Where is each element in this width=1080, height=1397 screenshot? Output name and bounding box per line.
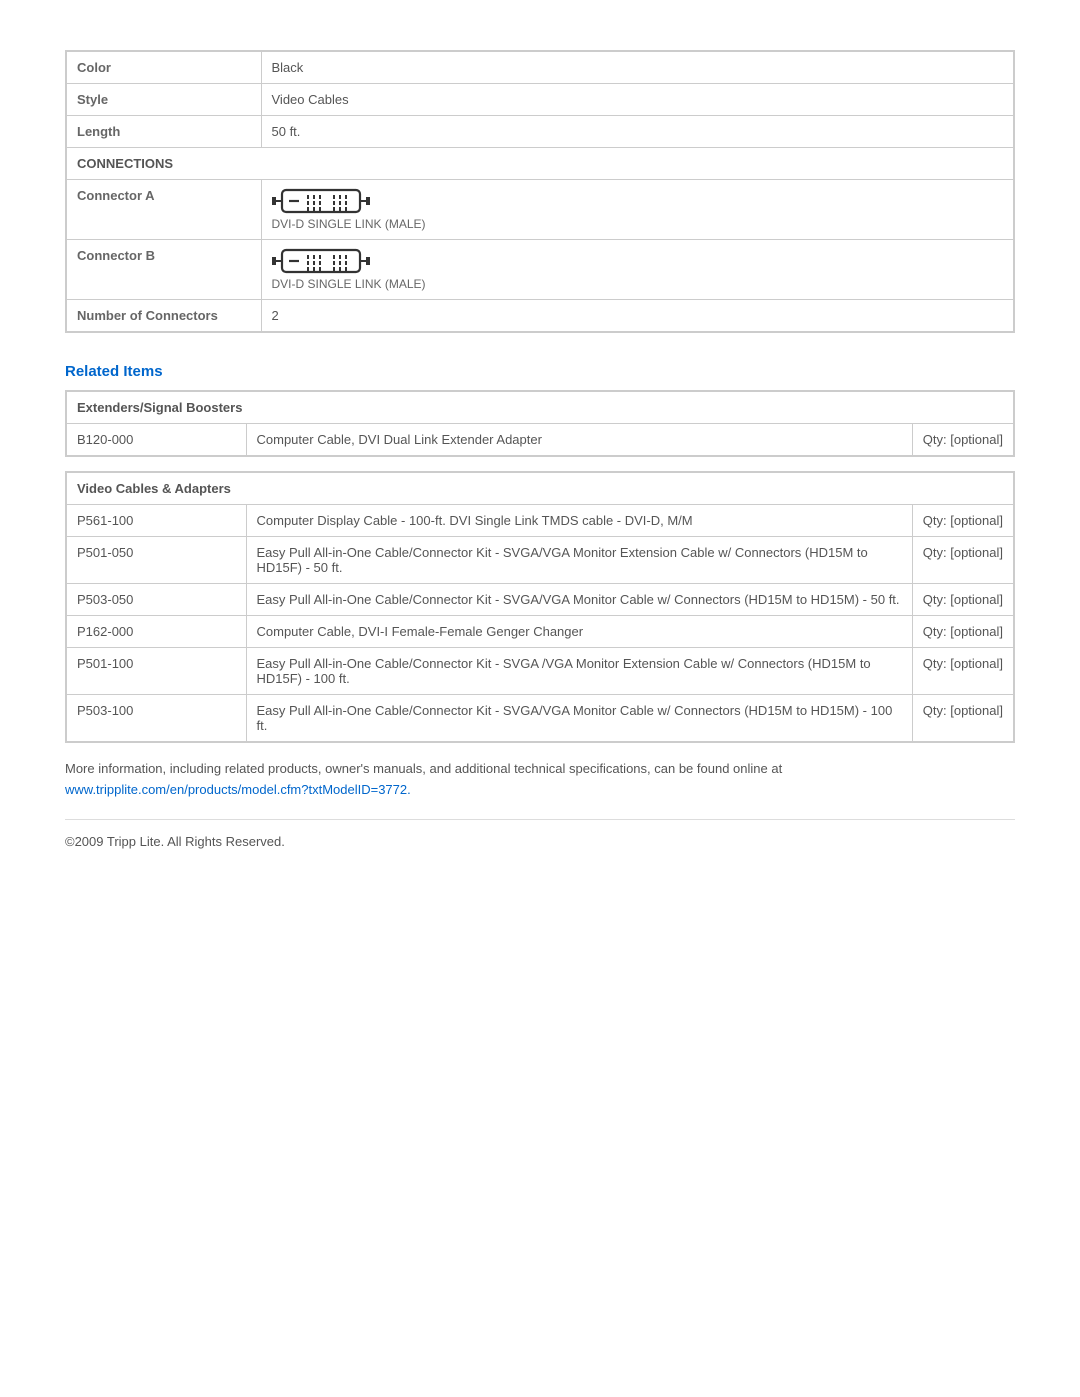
spec-row: Color Black — [66, 51, 1014, 84]
spec-row: Style Video Cables — [66, 84, 1014, 116]
related-item-qty: Qty: [optional] — [912, 695, 1014, 743]
related-group-title: Video Cables & Adapters — [66, 472, 1014, 505]
related-item-row: P501-100 Easy Pull All-in-One Cable/Conn… — [66, 648, 1014, 695]
related-item-sku: P561-100 — [66, 505, 246, 537]
related-item-row: P501-050 Easy Pull All-in-One Cable/Conn… — [66, 537, 1014, 584]
related-item-qty: Qty: [optional] — [912, 505, 1014, 537]
specs-table: Color BlackStyle Video CablesLength 50 f… — [65, 50, 1015, 333]
related-item-desc: Easy Pull All-in-One Cable/Connector Kit… — [246, 648, 912, 695]
related-group-table: Video Cables & AdaptersP561-100 Computer… — [65, 471, 1015, 743]
copyright-text: ©2009 Tripp Lite. All Rights Reserved. — [65, 834, 1015, 849]
related-item-sku: P501-050 — [66, 537, 246, 584]
related-item-sku: P503-050 — [66, 584, 246, 616]
footer-divider — [65, 819, 1015, 820]
spec-label: Length — [66, 116, 261, 148]
spec-label: Color — [66, 51, 261, 84]
related-item-desc: Easy Pull All-in-One Cable/Connector Kit… — [246, 584, 912, 616]
spec-value: Black — [261, 51, 1014, 84]
related-item-sku: P501-100 — [66, 648, 246, 695]
related-item-row: B120-000 Computer Cable, DVI Dual Link E… — [66, 424, 1014, 457]
more-info-text: More information, including related prod… — [65, 761, 1015, 776]
spec-value: Video Cables — [261, 84, 1014, 116]
spec-value: 50 ft. — [261, 116, 1014, 148]
connector-b-value: DVI-D SINGLE LINK (MALE) — [261, 240, 1014, 300]
related-item-sku: P503-100 — [66, 695, 246, 743]
more-info-link[interactable]: www.tripplite.com/en/products/model.cfm?… — [65, 782, 411, 797]
num-connectors-row: Number of Connectors 2 — [66, 300, 1014, 333]
connector-b-label: Connector B — [66, 240, 261, 300]
related-item-qty: Qty: [optional] — [912, 648, 1014, 695]
related-item-qty: Qty: [optional] — [912, 537, 1014, 584]
num-connectors-value: 2 — [261, 300, 1014, 333]
connector-a-row: Connector A DVI-D SINGLE LINK (MALE) — [66, 180, 1014, 240]
related-item-desc: Computer Display Cable - 100-ft. DVI Sin… — [246, 505, 912, 537]
related-item-row: P162-000 Computer Cable, DVI-I Female-Fe… — [66, 616, 1014, 648]
related-item-qty: Qty: [optional] — [912, 584, 1014, 616]
related-item-desc: Easy Pull All-in-One Cable/Connector Kit… — [246, 695, 912, 743]
related-group-title: Extenders/Signal Boosters — [66, 391, 1014, 424]
connections-header: CONNECTIONS — [66, 148, 1014, 180]
related-item-row: P561-100 Computer Display Cable - 100-ft… — [66, 505, 1014, 537]
related-items-heading: Related Items — [65, 363, 1015, 380]
dvi-connector-icon — [272, 248, 370, 274]
related-group-header-row: Video Cables & Adapters — [66, 472, 1014, 505]
related-item-row: P503-100 Easy Pull All-in-One Cable/Conn… — [66, 695, 1014, 743]
related-group-table: Extenders/Signal BoostersB120-000 Comput… — [65, 390, 1015, 457]
connector-a-caption: DVI-D SINGLE LINK (MALE) — [272, 217, 426, 231]
related-group-header-row: Extenders/Signal Boosters — [66, 391, 1014, 424]
spec-row: Length 50 ft. — [66, 116, 1014, 148]
related-item-desc: Computer Cable, DVI-I Female-Female Geng… — [246, 616, 912, 648]
related-item-desc: Computer Cable, DVI Dual Link Extender A… — [246, 424, 912, 457]
related-item-desc: Easy Pull All-in-One Cable/Connector Kit… — [246, 537, 912, 584]
related-item-qty: Qty: [optional] — [912, 424, 1014, 457]
connections-header-row: CONNECTIONS — [66, 148, 1014, 180]
connector-b-row: Connector B DVI-D SINGLE LINK (MALE) — [66, 240, 1014, 300]
connector-a-value: DVI-D SINGLE LINK (MALE) — [261, 180, 1014, 240]
num-connectors-label: Number of Connectors — [66, 300, 261, 333]
related-item-row: P503-050 Easy Pull All-in-One Cable/Conn… — [66, 584, 1014, 616]
related-item-sku: B120-000 — [66, 424, 246, 457]
related-item-qty: Qty: [optional] — [912, 616, 1014, 648]
related-item-sku: P162-000 — [66, 616, 246, 648]
connector-a-label: Connector A — [66, 180, 261, 240]
dvi-connector-icon — [272, 188, 370, 214]
spec-label: Style — [66, 84, 261, 116]
connector-b-caption: DVI-D SINGLE LINK (MALE) — [272, 277, 426, 291]
